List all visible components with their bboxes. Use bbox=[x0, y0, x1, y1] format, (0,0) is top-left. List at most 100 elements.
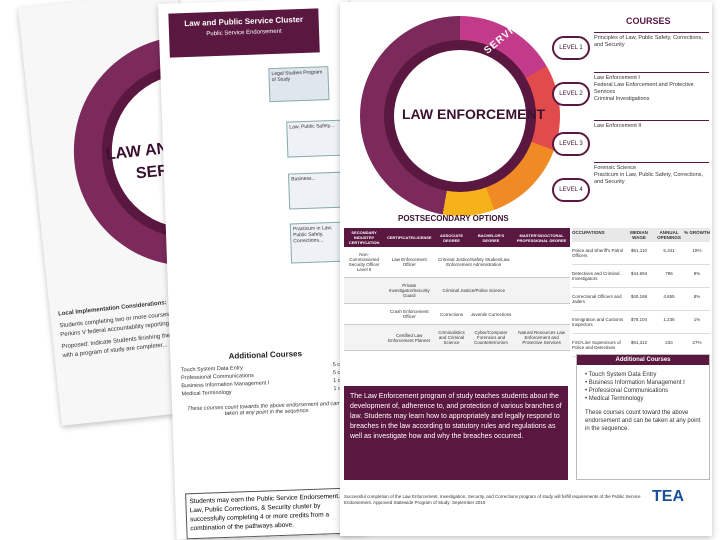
median-wage: $40,186 bbox=[630, 294, 648, 299]
table-cell: Criminal Justice/Police Science bbox=[434, 277, 514, 304]
annual-openings: 1,236 bbox=[663, 317, 675, 322]
table-cell: Law Enforcement Officer bbox=[384, 247, 435, 278]
occupation-name: Police and Sheriff's Patrol Officers bbox=[572, 248, 624, 258]
course-box-label: Practicum in Law, Public Safety, Correct… bbox=[292, 225, 333, 245]
table-cell: Criminal Justice/Safety Studies/Law Enfo… bbox=[434, 247, 514, 278]
course-name: Professional Communications bbox=[588, 388, 669, 394]
postsecondary-heading: POSTSECONDARY OPTIONS bbox=[398, 214, 509, 223]
course-name: Business Information Management I bbox=[588, 380, 685, 386]
occupations-table: OCCUPATIONS MEDIAN WAGE ANNUAL OPENINGS … bbox=[572, 228, 710, 357]
occupation-name: Detectives and Criminal Investigators bbox=[572, 271, 620, 281]
column-header: ASSOCIATE DEGREE bbox=[434, 228, 469, 247]
course-name: Touch System Data Entry bbox=[588, 372, 657, 378]
table-cell: Private Investigator/Security Guard bbox=[384, 277, 435, 304]
growth: 1% bbox=[693, 317, 701, 322]
list-item: • Touch System Data Entry bbox=[585, 372, 657, 378]
table-cell: Corrections bbox=[434, 303, 469, 325]
occupation-name: Correctional Officers and Jailers bbox=[572, 294, 622, 304]
table-cell: Juvenile Corrections bbox=[468, 303, 514, 325]
additional-note: These courses count toward the above end… bbox=[585, 410, 701, 432]
table-cell: Non-Commissioned Security Officer Level … bbox=[344, 247, 385, 278]
table-row: Crash Enforcement Officer Corrections Ju… bbox=[344, 303, 570, 325]
table-row: Non-Commissioned Security Officer Level … bbox=[344, 247, 570, 278]
level-label: LEVEL 4 bbox=[559, 187, 583, 193]
level-label: LEVEL 2 bbox=[559, 91, 583, 97]
pathway-box-label: Legal Studies Program of Study bbox=[271, 69, 323, 84]
annual-openings: 796 bbox=[665, 271, 673, 276]
table-cell: Criminalistics and Criminal Science bbox=[434, 324, 469, 351]
tea-logo: TEA bbox=[652, 488, 684, 505]
occupation-name: Immigration and Customs Inspectors bbox=[572, 317, 624, 327]
column-header: % GROWTH bbox=[684, 230, 710, 235]
additional-courses-title: Additional Courses bbox=[228, 349, 303, 361]
description-text: The Law Enforcement program of study tea… bbox=[350, 393, 562, 440]
table-cell bbox=[344, 277, 385, 304]
median-wage: $91,312 bbox=[630, 340, 648, 345]
cluster-header: Law and Public Service Cluster Public Se… bbox=[168, 8, 320, 58]
occupations-header-row: OCCUPATIONS MEDIAN WAGE ANNUAL OPENINGS … bbox=[572, 228, 710, 242]
document-page-3: LAW AND PUBLIC SERVICE LAW ENFORCEMENT C… bbox=[340, 2, 712, 536]
list-item: • Business Information Management I bbox=[585, 380, 685, 386]
list-item: • Medical Terminology bbox=[585, 396, 644, 402]
course-item: Principles of Law, Public Safety, Correc… bbox=[594, 32, 709, 49]
table-cell: Cyber/Computer Forensics and Counterterr… bbox=[468, 324, 514, 351]
course-box-label: Business... bbox=[291, 175, 316, 183]
ring-core bbox=[394, 50, 526, 182]
occupation-row: Correctional Officers and Jailers $40,186… bbox=[572, 288, 710, 311]
bottom-text: Successful completion of the Law Enforce… bbox=[344, 494, 641, 505]
table-cell bbox=[513, 277, 570, 304]
course-box: Law, Public Safety... bbox=[286, 119, 346, 158]
occupation-row: Detectives and Criminal Investigators $44… bbox=[572, 265, 710, 288]
occupation-name: First-Line Supervisors of Police and Det… bbox=[572, 340, 621, 350]
annual-openings: 4,655 bbox=[663, 294, 675, 299]
table-row: Certified Law Enforcement Planner Crimin… bbox=[344, 324, 570, 351]
table-cell bbox=[513, 303, 570, 325]
growth: 27% bbox=[692, 340, 702, 345]
level-badge: LEVEL 1 bbox=[552, 36, 590, 60]
cluster-title: Law and Public Service Cluster bbox=[184, 14, 304, 29]
column-header: OCCUPATIONS bbox=[572, 230, 605, 235]
annual-openings: 233 bbox=[665, 340, 673, 345]
program-description: The Law Enforcement program of study tea… bbox=[344, 386, 568, 480]
annual-openings: 5,341 bbox=[663, 248, 675, 253]
list-item: • Professional Communications bbox=[585, 388, 669, 394]
level-label: LEVEL 3 bbox=[559, 141, 583, 147]
footer-text: Students may earn the Public Service End… bbox=[189, 492, 355, 533]
column-header: ANNUAL OPENINGS bbox=[657, 230, 681, 240]
table-header-row: SECONDARY INDUSTRY CERTIFICATION CERTIFI… bbox=[344, 228, 570, 247]
additional-courses-box: Additional Courses • Touch System Data E… bbox=[576, 354, 710, 480]
additional-note: These courses count towards the above en… bbox=[187, 400, 348, 417]
course-item: Law Enforcement I Federal Law Enforcemen… bbox=[594, 72, 709, 103]
occupation-row: Police and Sheriff's Patrol Officers $61,… bbox=[572, 242, 710, 265]
level-badge: LEVEL 4 bbox=[552, 178, 590, 202]
table-cell: Certified Law Enforcement Planner bbox=[384, 324, 435, 351]
table-row: Private Investigator/Security Guard Crim… bbox=[344, 277, 570, 304]
table-cell bbox=[344, 303, 385, 325]
growth: 8% bbox=[693, 294, 701, 299]
cluster-subtitle: Public Service Endorsement bbox=[206, 28, 282, 38]
table-cell bbox=[513, 247, 570, 278]
program-title: LAW ENFORCEMENT bbox=[402, 106, 546, 122]
column-header: MASTER'S/DOCTORAL PROFESSIONAL DEGREE bbox=[513, 228, 570, 247]
additional-courses-title: Additional Courses bbox=[577, 355, 709, 365]
courses-heading: COURSES bbox=[626, 16, 671, 26]
level-label: LEVEL 1 bbox=[559, 45, 583, 51]
course-item: Forensic Science Practicum in Law, Publi… bbox=[594, 162, 709, 186]
median-wage: $78,104 bbox=[630, 317, 648, 322]
additional-courses-list: • Touch System Data Entry • Business Inf… bbox=[577, 365, 709, 409]
course-name: Medical Terminology bbox=[588, 396, 644, 402]
additional-courses-section: Additional Courses Touch System Data Ent… bbox=[180, 348, 352, 419]
table-cell bbox=[344, 324, 385, 351]
column-header: CERTIFICATE/LICENSE bbox=[384, 228, 435, 247]
level-badge: LEVEL 3 bbox=[552, 132, 590, 156]
growth: 9% bbox=[693, 271, 701, 276]
postsecondary-table: SECONDARY INDUSTRY CERTIFICATION CERTIFI… bbox=[344, 228, 570, 351]
growth: 18% bbox=[692, 248, 702, 253]
median-wage: $44,694 bbox=[630, 271, 648, 276]
course-box: Business... bbox=[287, 171, 348, 210]
table-cell: Natural Resources Law Enforcement and Pr… bbox=[513, 324, 570, 351]
occupation-row: Immigration and Customs Inspectors $78,10… bbox=[572, 311, 710, 334]
document-page-2: Law and Public Service Cluster Public Se… bbox=[158, 0, 367, 540]
course-box-label: Law, Public Safety... bbox=[289, 122, 335, 131]
level-badge: LEVEL 2 bbox=[552, 82, 590, 106]
